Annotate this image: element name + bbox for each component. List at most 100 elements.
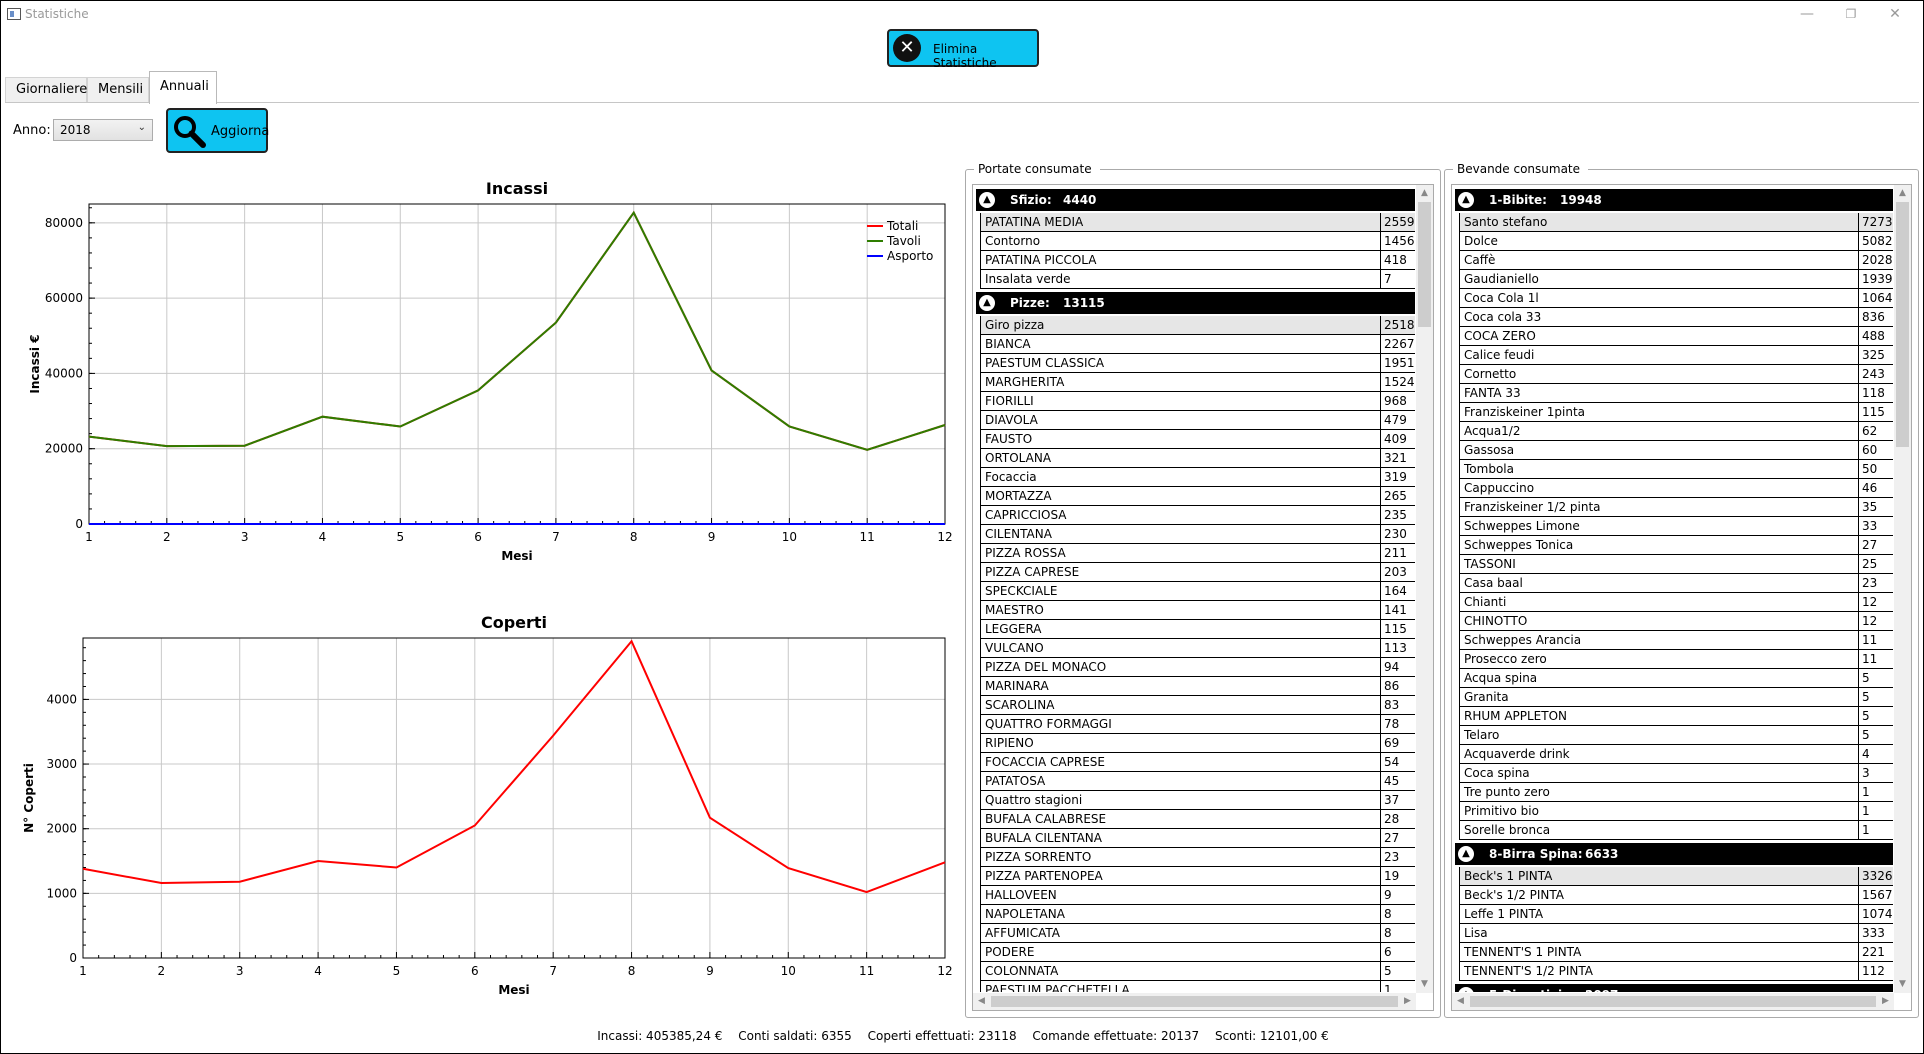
list-row[interactable]: AFFUMICATA 8: [980, 924, 1415, 943]
list-row[interactable]: VULCANO 113: [980, 639, 1415, 658]
list-row[interactable]: FIORILLI 968: [980, 392, 1415, 411]
list-row[interactable]: Beck's 1/2 PINTA 1567: [1459, 886, 1893, 905]
list-row[interactable]: Contorno 1456: [980, 232, 1415, 251]
list-row[interactable]: Focaccia 319: [980, 468, 1415, 487]
list-row[interactable]: Schweppes Tonica 27: [1459, 536, 1893, 555]
list-row[interactable]: PAESTUM CLASSICA 1951: [980, 354, 1415, 373]
list-row[interactable]: RHUM APPLETON 5: [1459, 707, 1893, 726]
close-icon[interactable]: ✕: [1889, 6, 1901, 22]
year-select[interactable]: 2018 ⌄: [53, 119, 153, 141]
list-row[interactable]: QUATTRO FORMAGGI 78: [980, 715, 1415, 734]
list-row[interactable]: Giro pizza 2518: [980, 316, 1415, 335]
list-row[interactable]: TASSONI 25: [1459, 555, 1893, 574]
list-row[interactable]: Leffe 1 PINTA 1074: [1459, 905, 1893, 924]
list-row[interactable]: Santo stefano 7273: [1459, 213, 1893, 232]
list-row[interactable]: Coca cola 33 836: [1459, 308, 1893, 327]
list-row[interactable]: Acqua spina 5: [1459, 669, 1893, 688]
group-header[interactable]: ▲ 1-Bibite: 19948: [1455, 189, 1893, 211]
horizontal-scrollbar[interactable]: ◀ ▶: [1452, 993, 1894, 1010]
list-row[interactable]: LEGGERA 115: [980, 620, 1415, 639]
list-row[interactable]: FAUSTO 409: [980, 430, 1415, 449]
list-row[interactable]: Coca Cola 1l 1064: [1459, 289, 1893, 308]
list-row[interactable]: PAESTUM PACCHETELLA 1: [980, 981, 1415, 992]
list-row[interactable]: PIZZA DEL MONACO 94: [980, 658, 1415, 677]
list-row[interactable]: Prosecco zero 11: [1459, 650, 1893, 669]
list-row[interactable]: MARINARA 86: [980, 677, 1415, 696]
list-row[interactable]: DIAVOLA 479: [980, 411, 1415, 430]
list-row[interactable]: Acquaverde drink 4: [1459, 745, 1893, 764]
list-row[interactable]: Coca spina 3: [1459, 764, 1893, 783]
list-row[interactable]: Tre punto zero 1: [1459, 783, 1893, 802]
list-row[interactable]: TENNENT'S 1 PINTA 221: [1459, 943, 1893, 962]
list-row[interactable]: NAPOLETANA 8: [980, 905, 1415, 924]
collapse-icon[interactable]: ▲: [1458, 192, 1474, 208]
tab-annuali[interactable]: Annuali: [149, 71, 217, 104]
list-row[interactable]: Sorelle bronca 1: [1459, 821, 1893, 840]
restore-icon[interactable]: ❐: [1845, 7, 1857, 21]
delete-statistics-button[interactable]: ✕ Elimina Statistiche: [887, 29, 1039, 70]
list-row[interactable]: Gassosa 60: [1459, 441, 1893, 460]
list-row[interactable]: PATATOSA 45: [980, 772, 1415, 791]
list-row[interactable]: BIANCA 2267: [980, 335, 1415, 354]
group-header[interactable]: ▲ Pizze: 13115: [976, 292, 1415, 314]
list-row[interactable]: Gaudianiello 1939: [1459, 270, 1893, 289]
vertical-scrollbar[interactable]: ▲ ▼: [1416, 185, 1433, 993]
horizontal-scrollbar[interactable]: ◀ ▶: [973, 993, 1416, 1010]
list-row[interactable]: Primitivo bio 1: [1459, 802, 1893, 821]
tab-giornaliere[interactable]: Giornaliere: [5, 77, 87, 103]
collapse-icon[interactable]: ▲: [1458, 846, 1474, 862]
list-row[interactable]: FANTA 33 118: [1459, 384, 1893, 403]
list-row[interactable]: Franziskeiner 1/2 pinta 35: [1459, 498, 1893, 517]
list-row[interactable]: PATATINA PICCOLA 418: [980, 251, 1415, 270]
list-row[interactable]: PIZZA CAPRESE 203: [980, 563, 1415, 582]
list-row[interactable]: ORTOLANA 321: [980, 449, 1415, 468]
list-row[interactable]: PIZZA ROSSA 211: [980, 544, 1415, 563]
list-row[interactable]: COLONNATA 5: [980, 962, 1415, 981]
list-row[interactable]: BUFALA CILENTANA 27: [980, 829, 1415, 848]
list-row[interactable]: Schweppes Arancia 11: [1459, 631, 1893, 650]
list-row[interactable]: RIPIENO 69: [980, 734, 1415, 753]
list-row[interactable]: Dolce 5082: [1459, 232, 1893, 251]
list-row[interactable]: Acqua1/2 62: [1459, 422, 1893, 441]
tab-mensili[interactable]: Mensili: [87, 77, 149, 103]
group-header[interactable]: ▲ 8-Birra Spina: 6633: [1455, 843, 1893, 865]
group-header[interactable]: ▲ 5-Digestivi: 2097: [1455, 984, 1893, 992]
list-row[interactable]: CAPRICCIOSA 235: [980, 506, 1415, 525]
list-row[interactable]: Cappuccino 46: [1459, 479, 1893, 498]
collapse-icon[interactable]: ▲: [1458, 987, 1474, 992]
list-row[interactable]: Casa baal 23: [1459, 574, 1893, 593]
list-row[interactable]: MARGHERITA 1524: [980, 373, 1415, 392]
list-row[interactable]: Tombola 50: [1459, 460, 1893, 479]
list-row[interactable]: PIZZA SORRENTO 23: [980, 848, 1415, 867]
list-row[interactable]: Cornetto 243: [1459, 365, 1893, 384]
group-header[interactable]: ▲ Sfizio: 4440: [976, 189, 1415, 211]
list-row[interactable]: Franziskeiner 1pinta 115: [1459, 403, 1893, 422]
list-row[interactable]: BUFALA CALABRESE 28: [980, 810, 1415, 829]
list-row[interactable]: Quattro stagioni 37: [980, 791, 1415, 810]
list-row[interactable]: PIZZA PARTENOPEA 19: [980, 867, 1415, 886]
list-row[interactable]: Granita 5: [1459, 688, 1893, 707]
list-row[interactable]: MAESTRO 141: [980, 601, 1415, 620]
list-row[interactable]: HALLOVEEN 9: [980, 886, 1415, 905]
list-row[interactable]: Schweppes Limone 33: [1459, 517, 1893, 536]
list-row[interactable]: Beck's 1 PINTA 3326: [1459, 867, 1893, 886]
list-row[interactable]: PATATINA MEDIA 2559: [980, 213, 1415, 232]
list-row[interactable]: Insalata verde 7: [980, 270, 1415, 289]
list-row[interactable]: CILENTANA 230: [980, 525, 1415, 544]
list-row[interactable]: COCA ZERO 488: [1459, 327, 1893, 346]
list-row[interactable]: PODERE 6: [980, 943, 1415, 962]
list-row[interactable]: Chianti 12: [1459, 593, 1893, 612]
list-row[interactable]: Lisa 333: [1459, 924, 1893, 943]
vertical-scrollbar[interactable]: ▲ ▼: [1894, 185, 1911, 993]
collapse-icon[interactable]: ▲: [979, 295, 995, 311]
list-row[interactable]: Caffè 2028: [1459, 251, 1893, 270]
list-row[interactable]: Calice feudi 325: [1459, 346, 1893, 365]
minimize-icon[interactable]: —: [1800, 6, 1814, 22]
list-row[interactable]: CHINOTTO 12: [1459, 612, 1893, 631]
list-row[interactable]: Telaro 5: [1459, 726, 1893, 745]
list-row[interactable]: TENNENT'S 1/2 PINTA 112: [1459, 962, 1893, 981]
list-row[interactable]: MORTAZZA 265: [980, 487, 1415, 506]
collapse-icon[interactable]: ▲: [979, 192, 995, 208]
list-row[interactable]: FOCACCIA CAPRESE 54: [980, 753, 1415, 772]
refresh-button[interactable]: Aggiorna: [166, 108, 269, 153]
